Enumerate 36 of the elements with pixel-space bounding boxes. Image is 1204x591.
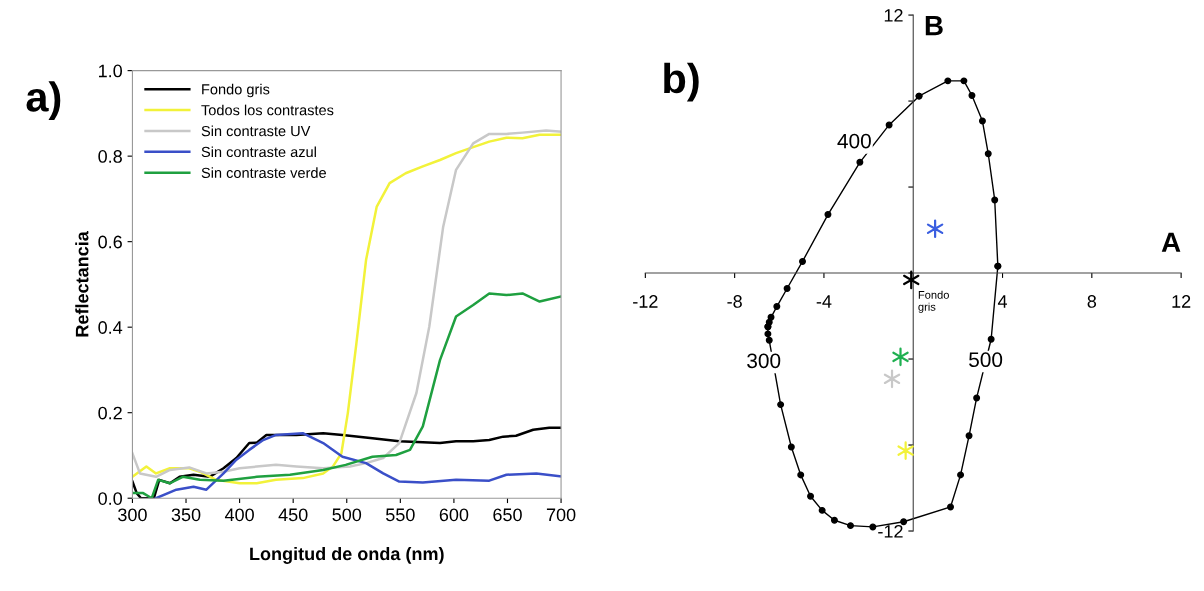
x-tick-label: 4 [997, 295, 1008, 308]
y-axis-title: Reflectancia [75, 231, 89, 337]
x-axis-title: A [1161, 232, 1181, 252]
annotation: 400 [837, 133, 871, 149]
y-axis-title: B [925, 16, 943, 36]
y-tick-label: 0.0 [98, 492, 123, 505]
y-tick-label: 1.0 [99, 64, 123, 78]
legend-label: Sin contraste verde [201, 167, 326, 179]
x-tick-label: 700 [546, 508, 576, 522]
x-tick-label: 350 [171, 508, 201, 522]
legend-label: Todos los contrastes [201, 104, 334, 116]
legend-label: Fondo gris [202, 83, 270, 98]
legend-label: Sin contraste UV [201, 125, 311, 137]
text: b) [664, 62, 699, 102]
x-tick-label: 550 [385, 508, 415, 522]
x-tick-label: 300 [118, 508, 147, 522]
x-axis-title: Longitud de onda (nm) [250, 546, 444, 564]
x-tick-label: -12 [633, 295, 658, 308]
chart-title: a) [26, 81, 61, 120]
x-tick-label: -4 [816, 295, 832, 308]
y-tick-label: 0.4 [98, 321, 123, 334]
y-tick-label: 0.8 [98, 150, 122, 163]
x-tick-label: 8 [1087, 295, 1097, 308]
x-tick-label: 12 [1172, 295, 1191, 308]
x-tick-label: 650 [493, 508, 522, 522]
x-tick-label: 600 [439, 508, 469, 522]
annotation: 300 [747, 353, 781, 369]
x-tick-label: -8 [727, 295, 742, 308]
x-tick-label: 450 [278, 508, 308, 522]
x-tick-label: 500 [332, 508, 362, 522]
annotation: 500 [969, 352, 1003, 368]
series-label: Fondo gris [918, 290, 949, 313]
x-tick-label: 400 [224, 508, 254, 522]
y-tick-label: 0.6 [98, 235, 122, 249]
y-tick-label: 0.2 [98, 406, 122, 420]
legend-label: Sin contraste azul [201, 146, 316, 158]
